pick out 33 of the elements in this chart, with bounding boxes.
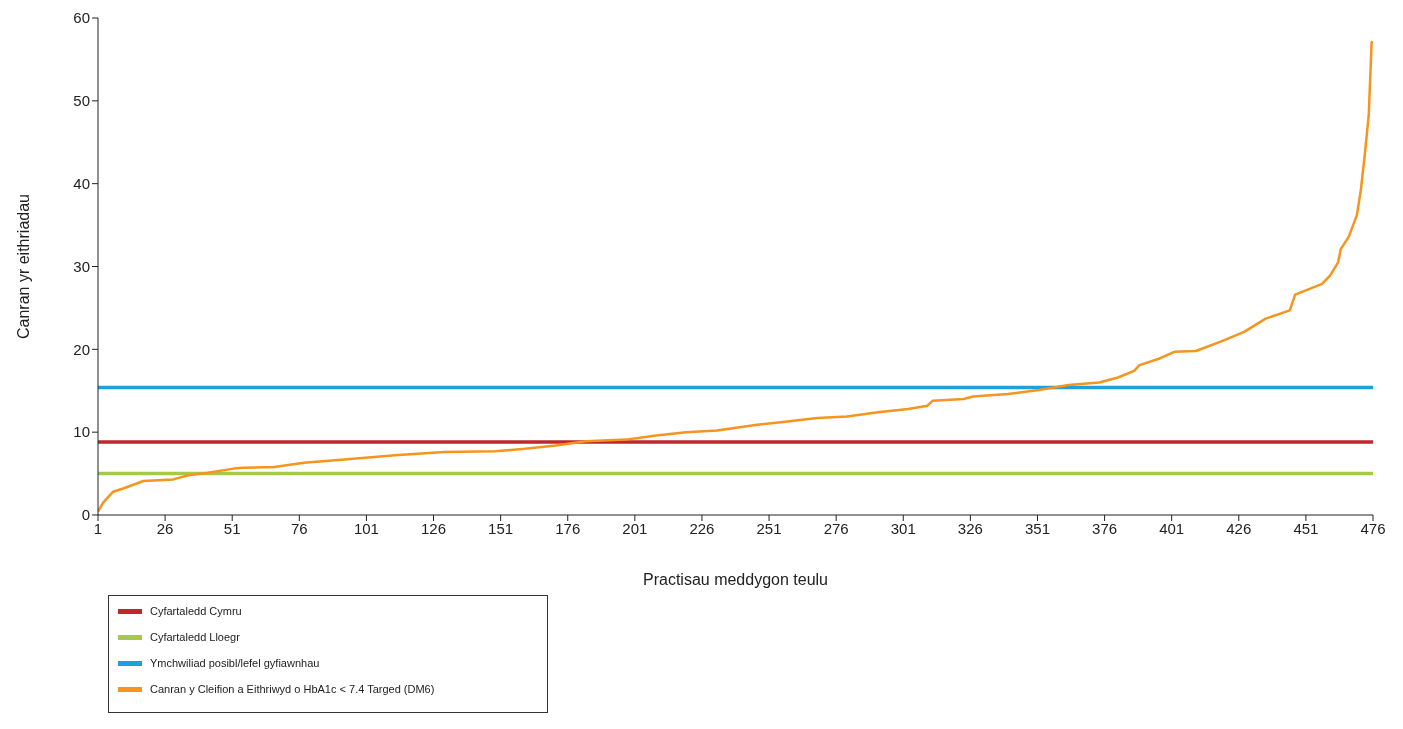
legend-label: Cyfartaledd Lloegr [150, 631, 241, 643]
y-tick-label: 50 [73, 92, 90, 110]
x-tick-label: 276 [823, 519, 849, 537]
x-tick-label: 376 [1092, 519, 1118, 537]
x-tick-label: 251 [756, 519, 782, 537]
y-tick-label: 10 [73, 423, 90, 441]
legend-label: Ymchwiliad posibl/lefel gyfiawnhau [150, 657, 320, 669]
x-tick-label: 201 [622, 519, 648, 537]
x-tick-label: 326 [957, 519, 983, 537]
x-tick-label: 76 [290, 519, 308, 537]
y-tick-label: 40 [73, 174, 90, 192]
x-tick-label: 176 [555, 519, 581, 537]
x-tick-label: 101 [353, 519, 379, 537]
x-tick-label: 426 [1226, 519, 1252, 537]
x-tick-label: 301 [890, 519, 916, 537]
y-tick-label: 30 [73, 257, 90, 275]
legend-label: Canran y Cleifion a Eithriwyd o HbA1c < 7.4 Targed (DM6) [150, 683, 435, 695]
x-axis-title: Practisau meddygon teulu [643, 571, 828, 588]
x-tick-label: 226 [689, 519, 715, 537]
legend-label: Cyfartaledd Cymru [150, 605, 242, 617]
y-tick-label: 0 [81, 506, 90, 524]
y-tick-label: 20 [73, 340, 90, 358]
x-tick-label: 51 [223, 519, 241, 537]
y-tick-label: 60 [73, 9, 90, 27]
x-tick-label: 1 [93, 519, 103, 537]
x-tick-label: 126 [421, 519, 447, 537]
x-tick-label: 476 [1360, 519, 1386, 537]
x-tick-label: 351 [1024, 519, 1050, 537]
x-tick-label: 151 [488, 519, 514, 537]
x-tick-label: 26 [156, 519, 174, 537]
x-tick-label: 401 [1159, 519, 1185, 537]
x-tick-label: 451 [1293, 519, 1319, 537]
y-axis-title: Canran yr eithriadau [14, 194, 32, 339]
